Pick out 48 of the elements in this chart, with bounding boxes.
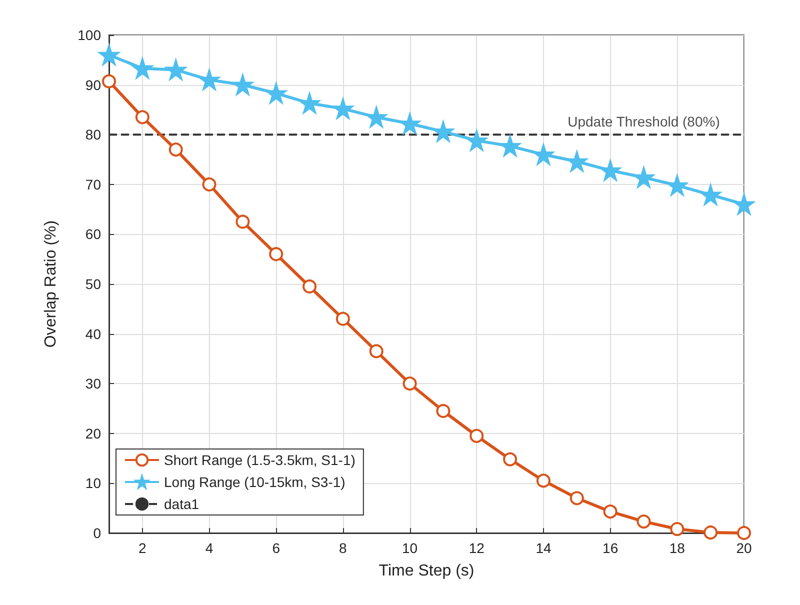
point <box>570 491 584 506</box>
x-tick-label: 16 <box>602 540 618 556</box>
point <box>566 151 587 172</box>
x-tick-label: 10 <box>402 540 418 556</box>
y-tick-label: 70 <box>85 176 102 192</box>
point <box>704 526 718 540</box>
annotation: Update Threshold (80%) <box>568 114 720 130</box>
point <box>102 74 116 88</box>
legend-label: data1 <box>164 496 200 512</box>
y-tick-label: 20 <box>85 425 102 442</box>
point <box>135 110 150 124</box>
y-tick-label: 100 <box>78 27 102 43</box>
y-tick-label: 60 <box>85 226 102 242</box>
legend-label: Short Range (1.5-3.5km, S1-1) <box>164 452 356 468</box>
point <box>236 214 250 229</box>
x-tick-label: 14 <box>536 540 552 556</box>
point <box>470 428 484 443</box>
point <box>436 404 450 418</box>
y-tick-label: 50 <box>85 276 102 292</box>
x-tick-label: 4 <box>205 540 214 556</box>
x-tick-label: 18 <box>669 540 686 556</box>
point <box>636 514 651 529</box>
x-tick-label: 20 <box>736 540 752 556</box>
x-tick-label: 6 <box>272 540 280 556</box>
y-tick-label: 90 <box>85 76 102 93</box>
point <box>402 376 417 391</box>
y-tick-label: 40 <box>85 326 102 342</box>
point <box>503 452 518 466</box>
point <box>202 177 216 192</box>
x-tick-label: 8 <box>339 540 348 556</box>
point <box>670 522 684 536</box>
x-tick-label: 2 <box>138 540 147 556</box>
point <box>269 247 284 262</box>
point <box>369 344 384 358</box>
x-tick-label: 12 <box>468 540 485 556</box>
point <box>603 504 618 519</box>
point <box>336 312 350 326</box>
y-tick-label: 10 <box>85 475 102 492</box>
point <box>536 474 550 488</box>
y-axis-title: Overlap Ratio (%) <box>42 220 60 348</box>
x-axis-title: Time Step (s) <box>378 562 474 580</box>
y-tick-label: 80 <box>85 126 102 143</box>
legend-label: Long Range (10-15km, S3-1) <box>164 474 346 490</box>
point <box>168 142 183 157</box>
point <box>737 526 751 540</box>
point <box>302 279 317 294</box>
y-tick-label: 30 <box>85 376 102 392</box>
y-tick-label: 0 <box>93 525 102 541</box>
